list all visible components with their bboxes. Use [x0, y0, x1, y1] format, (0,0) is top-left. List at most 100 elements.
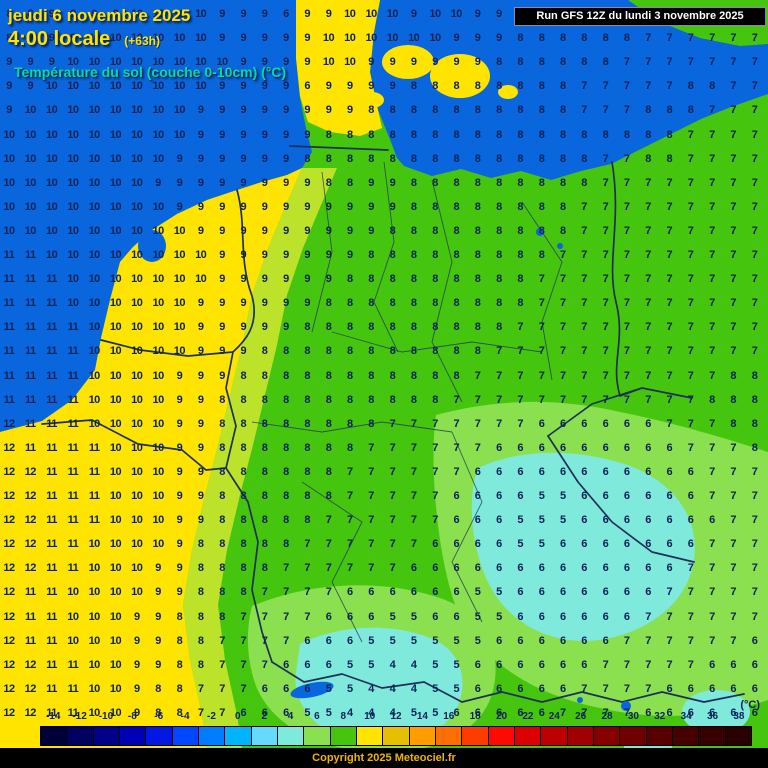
temp-value: 9: [261, 128, 268, 141]
temp-value: 9: [27, 32, 34, 45]
temp-value: 7: [645, 297, 651, 310]
temp-value: 12: [3, 417, 15, 430]
temp-value: 10: [45, 80, 58, 93]
temp-value: 9: [219, 200, 225, 213]
scale-cell: [198, 727, 226, 745]
temp-value: 8: [346, 345, 353, 358]
temp-value: 9: [261, 224, 268, 237]
temp-value: 10: [131, 249, 143, 261]
copyright-text: Copyright 2025 Meteociel.fr: [312, 752, 456, 764]
temp-value: 11: [3, 249, 15, 261]
temp-value: 7: [474, 393, 481, 406]
temp-value: 11: [24, 634, 36, 647]
temp-value: 7: [687, 176, 694, 189]
temp-value: 12: [3, 441, 15, 454]
temp-value: 9: [346, 200, 353, 213]
temp-value: 9: [155, 586, 161, 599]
temp-value: 7: [517, 321, 523, 334]
temp-value: 7: [709, 200, 715, 213]
temp-value: 9: [304, 176, 310, 189]
temp-value: 7: [346, 562, 353, 575]
temp-value: 8: [197, 634, 204, 647]
temp-value: 6: [538, 465, 545, 478]
temp-value: 8: [496, 104, 502, 117]
temp-value: 6: [304, 682, 310, 695]
scale-cell: [567, 727, 594, 745]
temp-value: 10: [131, 128, 143, 141]
temp-value: 8: [389, 393, 396, 406]
temp-value: 6: [538, 658, 545, 671]
temp-value: 7: [687, 56, 694, 69]
temp-value: 6: [474, 682, 481, 695]
temp-value: 7: [709, 32, 715, 45]
temp-value: 9: [240, 56, 247, 69]
temp-value: 5: [538, 490, 545, 502]
temp-value: 5: [517, 538, 523, 551]
temp-value: 11: [46, 441, 57, 454]
temp-value: 10: [131, 176, 143, 189]
temp-value: 8: [410, 200, 417, 213]
temp-value: 8: [368, 104, 374, 117]
temp-value: 11: [46, 369, 57, 382]
temp-value: 9: [219, 176, 225, 189]
temp-value: 10: [131, 8, 143, 20]
temp-value: 10: [131, 200, 143, 213]
temp-value: 11: [24, 369, 36, 382]
south-teal-patch: [295, 627, 463, 743]
temp-value: 6: [559, 610, 566, 623]
temp-value: 9: [219, 273, 225, 286]
temp-value: 7: [709, 273, 715, 286]
temp-value: 8: [368, 321, 374, 334]
temp-value: 7: [730, 321, 736, 334]
temp-value: 8: [666, 152, 673, 165]
temp-value: 8: [602, 32, 609, 45]
temp-value: 9: [432, 56, 438, 69]
temp-value: 8: [432, 321, 438, 334]
temp-value: 7: [730, 128, 736, 141]
temp-value: 4: [389, 658, 396, 671]
temp-value: 9: [176, 393, 183, 406]
temp-value: 8: [368, 393, 374, 406]
temp-value: 5: [559, 490, 566, 502]
temp-value: 10: [131, 586, 143, 599]
scale-tick-label: -14: [45, 711, 61, 722]
temp-value: 8: [453, 104, 460, 117]
temp-value: 7: [410, 538, 417, 551]
temp-value: 8: [432, 104, 438, 117]
temp-value: 7: [623, 706, 630, 719]
temp-value: 6: [687, 538, 694, 551]
temp-value: 7: [389, 490, 396, 502]
temp-value: 6: [666, 538, 673, 551]
temp-value: 7: [730, 249, 736, 261]
temp-value: 6: [581, 610, 587, 623]
temp-value: 7: [623, 345, 630, 358]
temp-value: 9: [261, 249, 268, 261]
temp-value: 7: [240, 634, 247, 647]
temp-value: 10: [109, 562, 122, 575]
temp-value: 10: [152, 514, 164, 527]
temp-value: 5: [346, 658, 353, 671]
temp-value: 9: [368, 56, 374, 69]
temp-value: 9: [283, 297, 289, 310]
temp-value: 5: [496, 586, 502, 599]
temp-value: 12: [3, 610, 15, 623]
temp-value: 9: [325, 224, 332, 237]
temp-value: 8: [346, 417, 353, 430]
temp-value: 7: [602, 658, 609, 671]
scale-cell: [251, 727, 278, 745]
temp-value: 9: [474, 32, 481, 45]
temp-value: 10: [195, 8, 207, 20]
temp-value: 8: [325, 297, 332, 310]
temp-value: 8: [623, 128, 630, 141]
temp-value: 7: [666, 369, 673, 382]
temp-value: 4: [368, 682, 374, 695]
temp-value: 9: [219, 80, 225, 93]
temp-value: 6: [602, 514, 609, 527]
temp-value: 8: [240, 465, 247, 478]
temp-value: 8: [602, 128, 609, 141]
temp-value: 9: [155, 562, 161, 575]
temp-value: 10: [24, 152, 37, 165]
local-time-label: 4:00 locale: [8, 28, 111, 50]
copyright-bar: Copyright 2025 Meteociel.fr: [0, 748, 768, 768]
